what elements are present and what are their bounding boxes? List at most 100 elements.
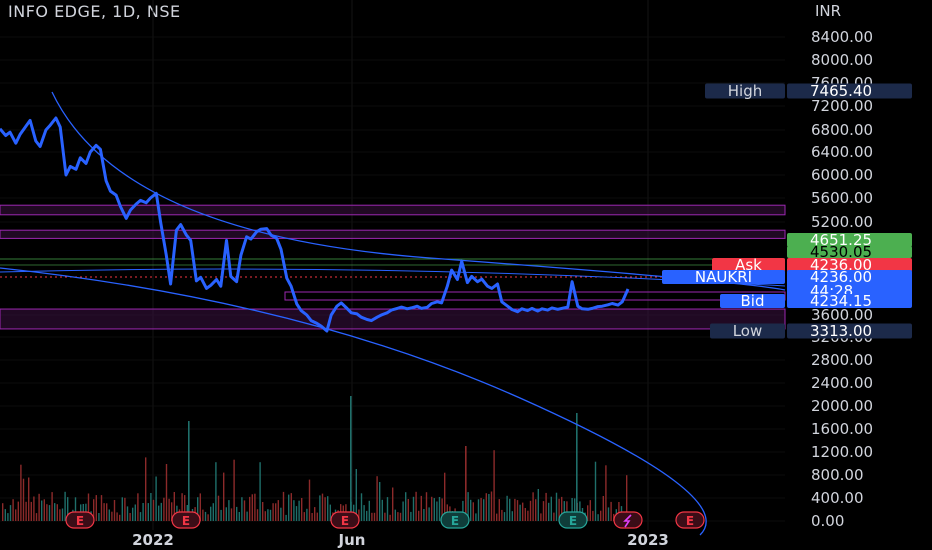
volume-bar	[124, 497, 126, 521]
volume-bar	[93, 499, 95, 521]
volume-bar	[592, 510, 594, 521]
price-axis-tick-label: 7200.00	[811, 97, 873, 115]
volume-bar	[501, 509, 503, 521]
volume-bar	[298, 500, 300, 521]
volume-bar	[46, 504, 48, 521]
volume-bar	[306, 508, 308, 521]
volume-bar	[607, 507, 610, 521]
last-price-value-box	[787, 270, 912, 298]
volume-bar	[324, 497, 326, 521]
volume-bar	[394, 509, 396, 521]
event-marker-label: E	[182, 514, 190, 528]
volume-bar	[524, 508, 526, 521]
time-axis-tick-label: Jun	[338, 531, 366, 549]
volume-bar	[155, 476, 157, 521]
volume-bar	[589, 500, 591, 521]
volume-bar	[384, 512, 386, 521]
volume-bar	[493, 450, 495, 521]
high-value-box	[787, 83, 912, 99]
volume-bar	[553, 512, 555, 521]
volume-bar	[542, 501, 545, 521]
event-badge	[330, 511, 360, 529]
dividend-icon	[623, 514, 632, 528]
volume-bar	[215, 462, 217, 521]
volume-bar	[329, 504, 331, 521]
volume-bar	[236, 506, 238, 521]
symbol-title: INFO EDGE, 1D, NSE	[8, 2, 181, 21]
volume-bar	[25, 501, 27, 521]
volume-bar	[74, 497, 77, 521]
volume-bar	[295, 506, 298, 521]
volume-bar	[259, 462, 261, 521]
volume-bar	[433, 498, 435, 521]
volume-bar	[373, 512, 376, 521]
volume-bar	[412, 496, 415, 521]
volume-bar	[204, 511, 207, 521]
earnings-event-marker: E	[440, 511, 470, 529]
volume-bar	[9, 505, 12, 521]
event-marker-label: E	[569, 514, 577, 528]
volume-bar	[12, 499, 14, 521]
bid-value-box	[787, 294, 912, 308]
volume-bar	[600, 510, 602, 521]
volume-bar	[605, 465, 607, 521]
volume-bar	[506, 495, 508, 521]
volume-bar	[602, 496, 604, 521]
event-badge	[65, 511, 95, 529]
volume-bar	[571, 498, 573, 521]
event-badge	[440, 511, 470, 529]
level-4651-value-box	[787, 233, 912, 247]
volume-bar	[321, 493, 324, 521]
volume-bar	[423, 509, 425, 521]
volume-bar	[550, 496, 552, 521]
volume-bar	[38, 493, 40, 521]
volume-bar	[275, 503, 277, 521]
volume-bar	[358, 509, 360, 521]
volume-bar	[613, 513, 615, 521]
price-axis-tick-label: 400.00	[811, 489, 864, 507]
volume-bar	[399, 512, 402, 521]
earnings-event-marker: E	[558, 511, 588, 529]
volume-bar	[282, 491, 285, 521]
volume-bar	[116, 512, 118, 521]
ask-value-box	[787, 258, 912, 272]
event-marker-label: E	[341, 514, 349, 528]
volume-bar	[314, 507, 316, 521]
volume-bar	[509, 498, 511, 521]
time-axis-tick-label: 2022	[132, 531, 174, 549]
volume-bar	[64, 491, 66, 521]
volume-bar	[137, 493, 139, 521]
volume-bar	[467, 492, 469, 521]
volume-bar	[327, 496, 329, 521]
volume-bar	[41, 500, 43, 521]
volume-bar	[496, 513, 498, 521]
volume-bar	[490, 491, 493, 521]
volume-bar	[230, 508, 233, 521]
volume-bar	[17, 501, 19, 521]
support-resistance-zone	[284, 291, 786, 301]
volume-bar	[285, 514, 287, 521]
event-badge	[613, 511, 643, 529]
volume-bar	[103, 503, 105, 521]
volume-bar	[537, 489, 539, 521]
volume-bar	[238, 512, 240, 521]
volume-bar	[366, 510, 368, 521]
volume-bar	[147, 503, 149, 521]
volume-bar	[548, 502, 550, 521]
volume-bar	[241, 497, 243, 521]
earnings-event-marker: E	[675, 511, 705, 529]
volume-bar	[126, 506, 129, 521]
volume-bar	[594, 461, 597, 521]
volume-bar	[264, 511, 266, 521]
event-badge	[675, 511, 705, 529]
volume-bar	[150, 493, 152, 521]
volume-bar	[95, 495, 97, 521]
volume-bar	[308, 479, 311, 521]
price-axis-tick-label: 5600.00	[811, 189, 873, 207]
volume-bar	[555, 492, 558, 521]
volume-bar	[129, 513, 131, 521]
price-axis-tick-label: 2000.00	[811, 397, 873, 415]
volume-bar	[470, 499, 472, 521]
time-axis-tick-label: 2023	[627, 531, 669, 549]
